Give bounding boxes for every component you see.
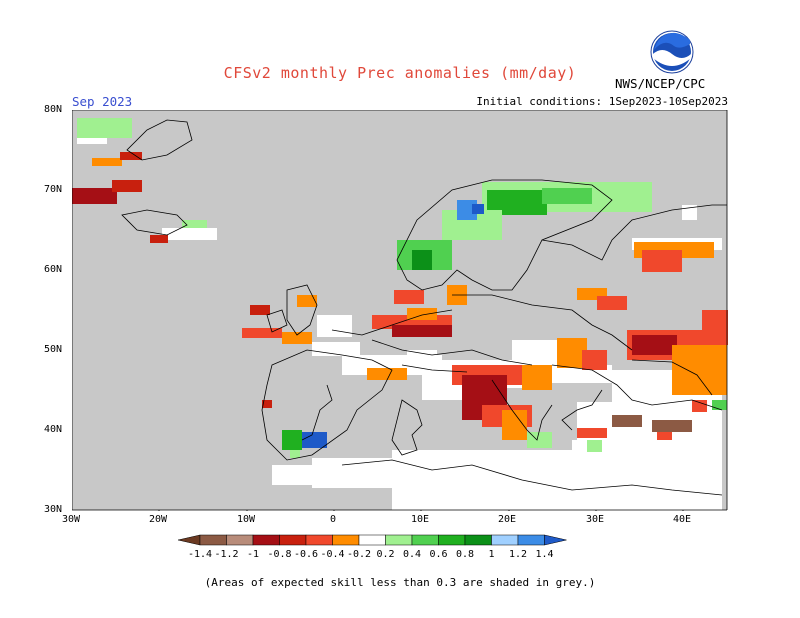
colorbar-tick-label: 0.2 [376, 549, 394, 560]
lon-label-0: 0 [330, 514, 337, 525]
colorbar-arrow-right [544, 534, 567, 546]
colorbar-tick-label: 0.6 [429, 549, 447, 560]
colorbar-swatch [517, 534, 545, 546]
colorbar-tick-label: -1 [247, 549, 259, 560]
colorbar-swatch [279, 534, 307, 546]
colorbar-swatch [305, 534, 333, 546]
colorbar: -1.4 -1.2 -1 -0.8 -0.6 -0.4 -0.2 0.2 0.4 0.6 0.8 1 1… [177, 534, 567, 560]
lon-label-20w: 20W [149, 514, 168, 525]
colorbar-arrow-left [177, 534, 201, 546]
lat-label-60n: 60N [44, 264, 63, 275]
colorbar-swatch [226, 534, 254, 546]
lat-label-50n: 50N [44, 344, 63, 355]
chart-title: CFSv2 monthly Prec anomalies (mm/day) [223, 64, 577, 82]
colorbar-tick-label: 1.2 [509, 549, 527, 560]
colorbar-tick-label: -1.4 [188, 549, 212, 560]
colorbar-tick-label: 0.8 [456, 549, 474, 560]
colorbar-tick-label: -0.6 [294, 549, 318, 560]
lon-label-10e: 10E [411, 514, 430, 525]
grid-ticks [72, 110, 728, 511]
colorbar-swatch [464, 534, 492, 546]
noaa-logo-icon [650, 30, 694, 74]
colorbar-swatch [385, 534, 413, 546]
dry-anomaly-areas [72, 152, 728, 440]
lat-label-30n: 30N [44, 504, 63, 515]
colorbar-tick-label: -0.2 [347, 549, 371, 560]
coastlines [121, 119, 727, 496]
colorbar-swatch [358, 534, 386, 546]
lon-label-40e: 40E [673, 514, 692, 525]
agency-label: NWS/NCEP/CPC [615, 76, 706, 91]
precip-anomaly-map [72, 110, 728, 511]
colorbar-tick-label: 1 [488, 549, 494, 560]
colorbar-swatch [411, 534, 439, 546]
colorbar-tick-label: 0.4 [403, 549, 421, 560]
colorbar-tick-label: -1.2 [214, 549, 238, 560]
colorbar-swatch [252, 534, 280, 546]
lon-label-10w: 10W [237, 514, 256, 525]
colorbar-swatch [199, 534, 227, 546]
wet-anomaly-areas [77, 118, 727, 458]
colorbar-swatch [332, 534, 360, 546]
colorbar-tick-label: -0.4 [320, 549, 344, 560]
colorbar-tick-label: -0.8 [267, 549, 291, 560]
colorbar-swatch [491, 534, 519, 546]
lon-label-30w: 30W [62, 514, 81, 525]
lon-label-20e: 20E [498, 514, 517, 525]
initial-conditions: Initial conditions: 1Sep2023-10Sep2023 [476, 95, 728, 108]
colorbar-swatch [438, 534, 466, 546]
lon-label-30e: 30E [586, 514, 605, 525]
colorbar-tick-label: 1.4 [535, 549, 553, 560]
forecast-month: Sep 2023 [72, 94, 133, 109]
lat-label-70n: 70N [44, 184, 63, 195]
lat-label-80n: 80N [44, 104, 63, 115]
skill-footnote: (Areas of expected skill less than 0.3 a… [204, 576, 596, 589]
lat-label-40n: 40N [44, 424, 63, 435]
